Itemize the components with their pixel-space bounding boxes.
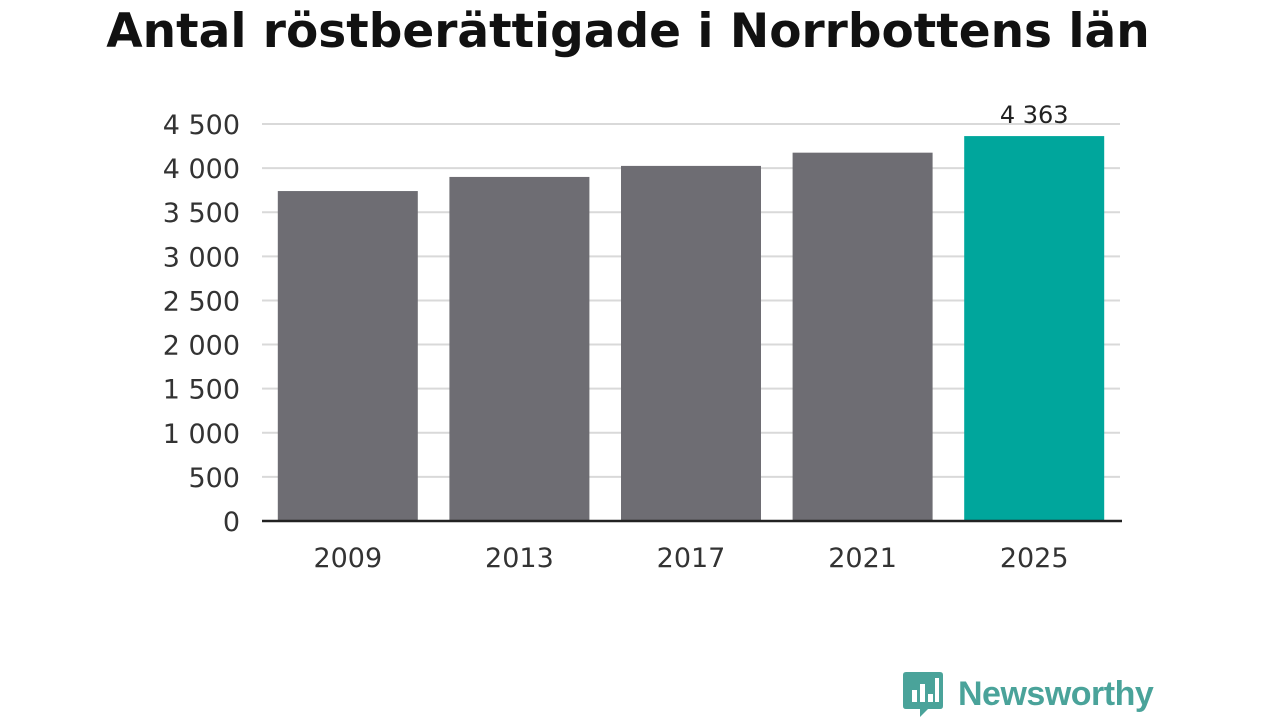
newsworthy-chat-chart-icon	[903, 672, 943, 717]
y-tick-label: 4 500	[163, 110, 240, 141]
y-tick-label: 1 500	[163, 375, 240, 406]
y-tick-label: 3 000	[163, 242, 240, 273]
y-axis-ticks: 0 500 1 000 1 500 2 000 2 500 3 000 3 500 4 000 4…	[163, 110, 240, 538]
data-labels: 4 363	[1000, 101, 1069, 129]
x-tick-label: 2025	[1000, 543, 1069, 574]
bar-2009	[277, 191, 418, 521]
newsworthy-logo: Newsworthy	[902, 670, 1154, 718]
x-tick-label: 2013	[485, 543, 554, 574]
x-axis-ticks: 2009 2013 2017 2021 2025	[313, 543, 1068, 574]
y-tick-label: 500	[188, 463, 240, 494]
bars	[277, 136, 1105, 522]
bar-2025	[964, 136, 1105, 522]
y-tick-label: 2 500	[163, 286, 240, 317]
chart-title: Antal röstberättigade i Norrbottens län	[106, 4, 1150, 59]
bar-chart: 0 500 1 000 1 500 2 000 2 500 3 000 3 500 4 000 4…	[163, 101, 1122, 574]
x-tick-label: 2017	[657, 543, 726, 574]
y-tick-label: 3 500	[163, 198, 240, 229]
brand-name: Newsworthy	[958, 674, 1154, 713]
data-label: 4 363	[1000, 101, 1069, 129]
y-tick-label: 0	[223, 507, 240, 538]
y-tick-label: 4 000	[163, 154, 240, 185]
y-tick-label: 2 000	[163, 331, 240, 362]
bar-2013	[449, 176, 590, 521]
x-tick-label: 2021	[828, 543, 897, 574]
y-tick-label: 1 000	[163, 419, 240, 450]
x-tick-label: 2009	[313, 543, 382, 574]
bar-2017	[621, 165, 761, 521]
bar-2021	[792, 152, 933, 521]
